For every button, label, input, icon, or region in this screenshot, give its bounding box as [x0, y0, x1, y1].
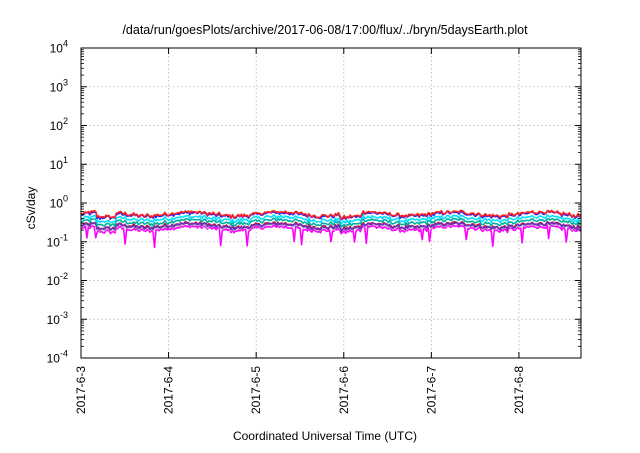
- x-tick-label: 2017-6-6: [337, 366, 351, 414]
- plot-frame: [80, 47, 582, 359]
- y-tick-label: 10-3: [47, 310, 68, 327]
- x-tick-label: 2017-6-3: [74, 366, 88, 414]
- series-line: [80, 217, 582, 228]
- x-tick-label: 2017-6-4: [162, 366, 176, 414]
- grid: [81, 48, 581, 358]
- y-tick-label: 104: [50, 39, 68, 56]
- y-tick-label: 10-1: [47, 232, 68, 249]
- x-tick-label: 2017-6-7: [424, 366, 438, 414]
- y-tick-label: 101: [50, 155, 68, 172]
- y-tick-label: 103: [50, 77, 68, 94]
- axes: 10-4 10-3 10-2 10-1 100 101 102 103 104 2017-6-3 2…: [47, 39, 582, 414]
- chart-title: /data/run/goesPlots/archive/2017-06-08/1…: [122, 23, 528, 37]
- y-tick-label: 100: [50, 194, 68, 211]
- series-line: [80, 214, 582, 225]
- y-tick-label: 10-2: [47, 271, 68, 288]
- series-line: [80, 209, 582, 221]
- series-line: [80, 221, 582, 233]
- series-line: [80, 224, 582, 249]
- x-tick-label: 2017-6-8: [512, 366, 526, 414]
- x-axis-label: Coordinated Universal Time (UTC): [233, 429, 417, 443]
- series-lines: [80, 209, 582, 249]
- x-tick-label: 2017-6-5: [249, 366, 263, 414]
- y-tick-label: 10-4: [47, 349, 68, 366]
- y-tick-label: 102: [50, 116, 68, 133]
- y-axis-label: cSv/day: [24, 187, 38, 230]
